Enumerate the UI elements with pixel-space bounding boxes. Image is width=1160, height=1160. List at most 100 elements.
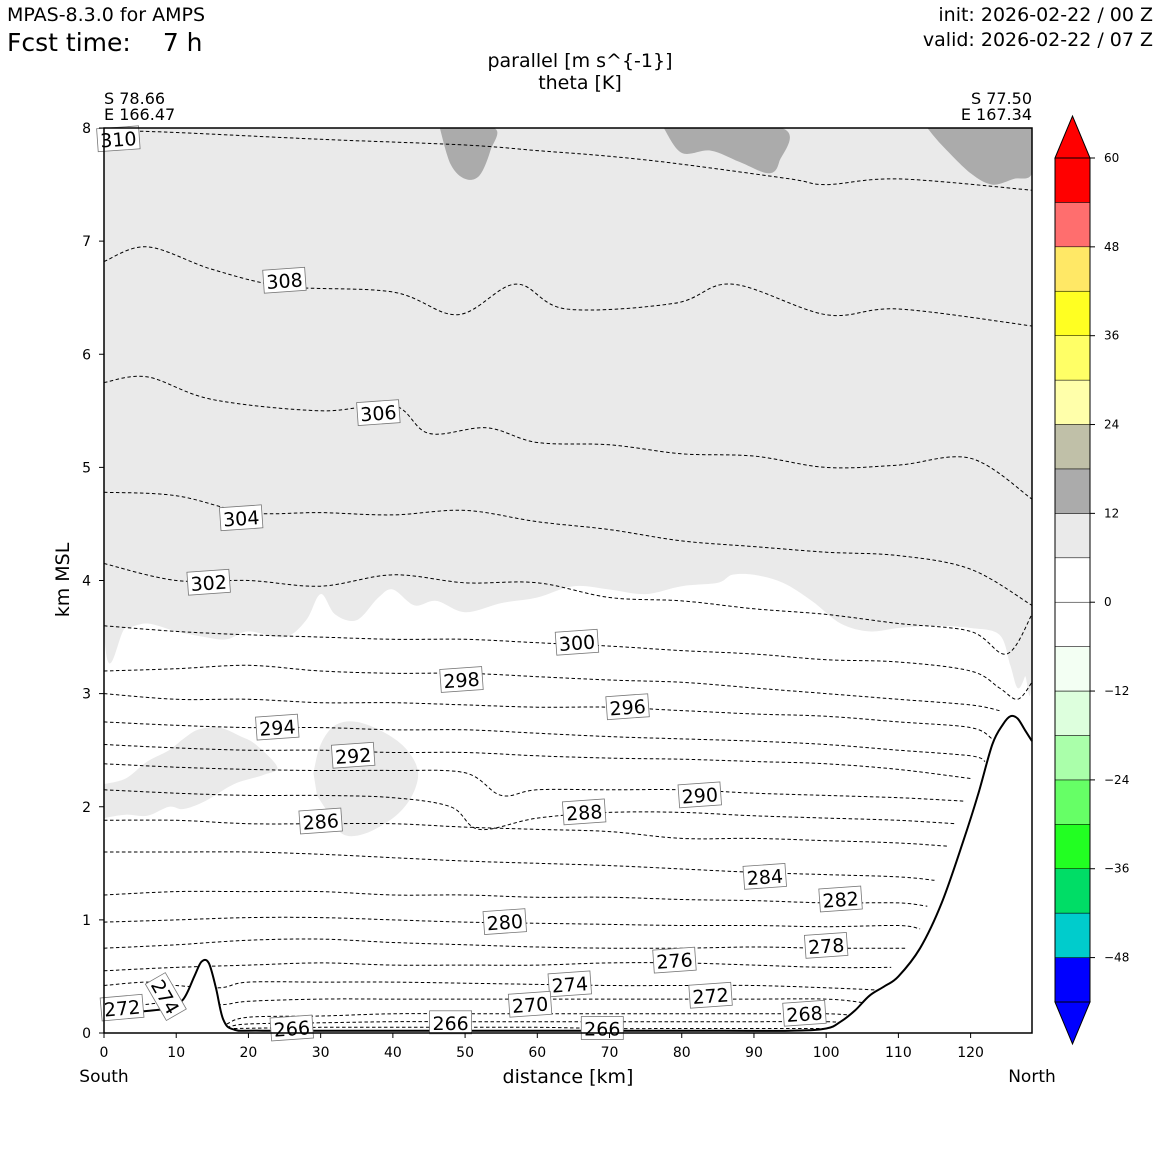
contour-label-298: 298: [439, 666, 484, 693]
y-tick-label: 4: [82, 574, 91, 590]
contour-label-300: 300: [554, 628, 600, 656]
contour-label-text: 284: [746, 866, 784, 890]
contour-label-text: 272: [692, 984, 730, 1008]
y-tick-label: 7: [82, 234, 91, 250]
contour-label-box: [507, 990, 553, 1018]
theta-contour-308: [104, 246, 1032, 327]
x-tick-label: 50: [456, 1045, 474, 1061]
contour-label-270: 270: [507, 990, 553, 1018]
contour-label-text: 296: [609, 696, 647, 720]
contour-label-box: [688, 981, 733, 1009]
theta-contour-288: [104, 789, 957, 831]
valid-time: valid: 2026-02-22 / 07 Z: [922, 29, 1153, 51]
contour-label-text: 270: [511, 993, 549, 1017]
x-tick-label: 30: [312, 1045, 330, 1061]
colorbar-tick-label: −12: [1104, 684, 1129, 698]
contour-label-296: 296: [605, 693, 650, 720]
theta-contour-298: [104, 664, 1000, 712]
colorbar-segment: [1054, 601, 1091, 647]
colorbar-segment: [1054, 424, 1091, 470]
theta-contour-290: [104, 763, 964, 802]
colorbar-segment: [1054, 690, 1091, 736]
contour-label-294: 294: [255, 713, 300, 741]
contour-label-306: 306: [356, 399, 401, 426]
contour-label-box: [186, 568, 231, 596]
contour-label-box: [218, 504, 264, 532]
colorbar-segment: [1054, 868, 1091, 914]
colorbar-segment: [1054, 335, 1091, 381]
contour-label-310: 310: [96, 125, 141, 153]
theta-contour-274: [104, 981, 877, 991]
x-tick-label: 40: [384, 1045, 402, 1061]
theta-contour-306: [104, 375, 1032, 500]
contour-label-266: 266: [269, 1014, 314, 1042]
x-tick-label: 20: [240, 1045, 258, 1061]
contour-label-box: [99, 993, 145, 1022]
contour-label-box: [269, 1014, 314, 1042]
x-tick-label: 70: [601, 1045, 619, 1061]
contour-label-268: 268: [782, 999, 827, 1027]
theta-contour-266: [233, 1026, 827, 1030]
theta-contour-284: [104, 851, 935, 881]
theta-contour-280: [104, 916, 921, 930]
colorbar-segment: [1054, 246, 1091, 292]
contour-label-box: [356, 399, 401, 426]
x-tick-label: 80: [673, 1045, 691, 1061]
wind-shading: [104, 128, 1032, 837]
contour-label-text: 304: [222, 507, 260, 531]
theta-contour-300: [104, 625, 1032, 700]
colorbar-tick-label: 12: [1104, 506, 1119, 520]
contour-label-274: 274: [547, 970, 592, 998]
contour-label-text: 306: [360, 402, 398, 426]
contour-label-290: 290: [677, 781, 722, 809]
contour-label-box: [144, 972, 187, 1022]
left-endpoint-lat: S 78.66: [104, 89, 165, 108]
contour-label-278: 278: [803, 932, 849, 959]
y-tick-label: 5: [82, 460, 91, 476]
contour-label-304: 304: [218, 504, 264, 532]
contour-label-text: 288: [565, 801, 603, 825]
terrain: [103, 714, 1033, 1033]
contour-label-text: 268: [786, 1003, 824, 1027]
chart-title: parallel [m s^{-1}]: [487, 50, 672, 72]
contour-label-box: [561, 798, 607, 826]
theta-contour-296: [104, 693, 993, 740]
colorbar-segment: [1054, 824, 1091, 869]
contour-label-text: 276: [656, 949, 694, 973]
colorbar-tick-label: −48: [1104, 951, 1129, 965]
colorbar-segment: [1054, 735, 1091, 781]
colorbar-segment: [1054, 957, 1091, 1003]
contour-label-box: [482, 908, 527, 935]
theta-contours: [104, 129, 1032, 1030]
terrain-fill: [104, 715, 1032, 1033]
colorbar-frame: [1054, 157, 1091, 1003]
contour-label-box: [330, 741, 376, 769]
colorbar-segment: [1054, 557, 1091, 603]
contour-label-box: [803, 932, 849, 959]
contour-labels: 310 308 306 304 302 300 298 296 294 292 290 288 286 2…: [96, 125, 863, 1042]
colorbar-tick-label: −36: [1104, 862, 1129, 876]
contour-label-box: [262, 266, 307, 294]
y-tick-label: 6: [82, 347, 91, 363]
theta-contour-302: [104, 563, 1032, 655]
x-tick-label: 60: [528, 1045, 546, 1061]
colorbar-segment: [1054, 379, 1091, 425]
contour-label-276: 276: [652, 946, 697, 974]
contour-label-266: 266: [429, 1010, 473, 1035]
contour-label-text: 266: [584, 1019, 620, 1041]
y-tick-label: 3: [82, 687, 91, 703]
contour-label-302: 302: [186, 568, 231, 596]
contour-label-text: 266: [273, 1017, 311, 1041]
y-tick-label: 2: [82, 800, 91, 816]
right-endpoint-lon: E 167.34: [961, 105, 1032, 124]
x-tick-label: 10: [167, 1045, 185, 1061]
init-time: init: 2026-02-22 / 00 Z: [938, 4, 1153, 26]
y-tick-label: 8: [82, 121, 91, 137]
contour-label-box: [782, 999, 827, 1027]
contour-label-text: 302: [190, 572, 228, 596]
terrain-line: [103, 714, 1033, 1032]
contour-label-text: 274: [551, 973, 589, 997]
contour-label-box: [429, 1010, 473, 1035]
colorbar-tick-label: 24: [1104, 418, 1119, 432]
